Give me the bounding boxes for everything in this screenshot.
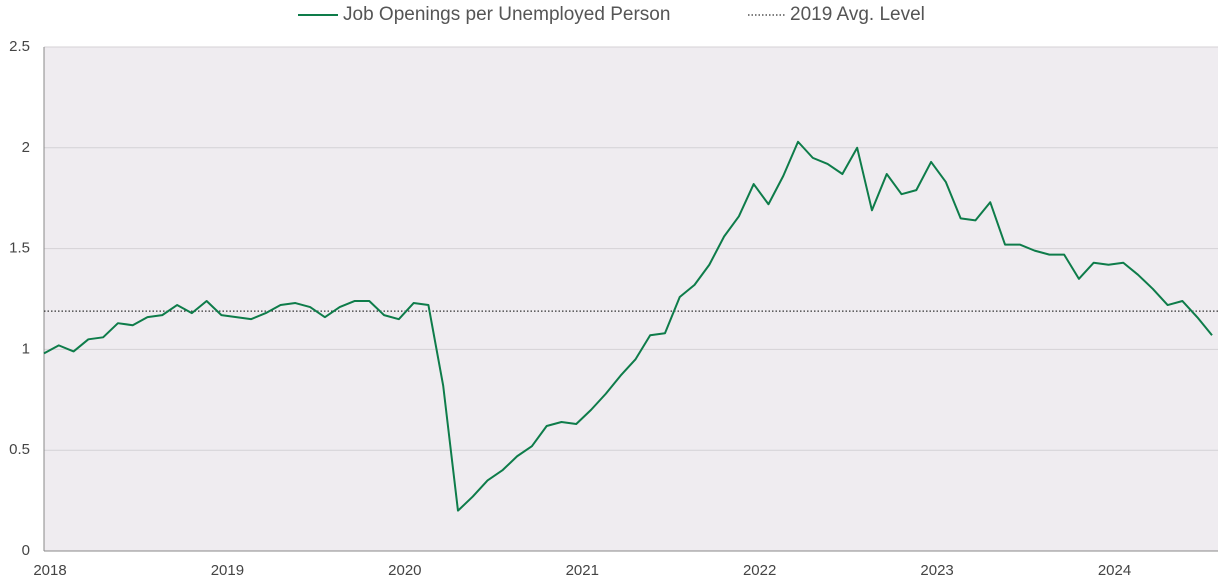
- legend-label: Job Openings per Unemployed Person: [343, 4, 670, 25]
- y-tick-label: 2: [22, 139, 30, 156]
- y-tick-label: 0.5: [9, 441, 30, 458]
- x-tick-label: 2023: [920, 562, 953, 579]
- y-tick-label: 1: [22, 340, 30, 357]
- x-tick-label: 2019: [211, 562, 244, 579]
- plot-area: [44, 47, 1218, 551]
- y-tick-label: 2.5: [9, 38, 30, 55]
- y-tick-label: 0: [22, 542, 30, 559]
- y-tick-label: 1.5: [9, 240, 30, 257]
- x-tick-label: 2022: [743, 562, 776, 579]
- x-tick-label: 2018: [33, 562, 66, 579]
- data-line: [43, 140, 1213, 512]
- x-tick-label: 2021: [566, 562, 599, 579]
- x-tick-label: 2020: [388, 562, 421, 579]
- legend-label: 2019 Avg. Level: [790, 4, 925, 25]
- x-tick-label: 2024: [1098, 562, 1131, 579]
